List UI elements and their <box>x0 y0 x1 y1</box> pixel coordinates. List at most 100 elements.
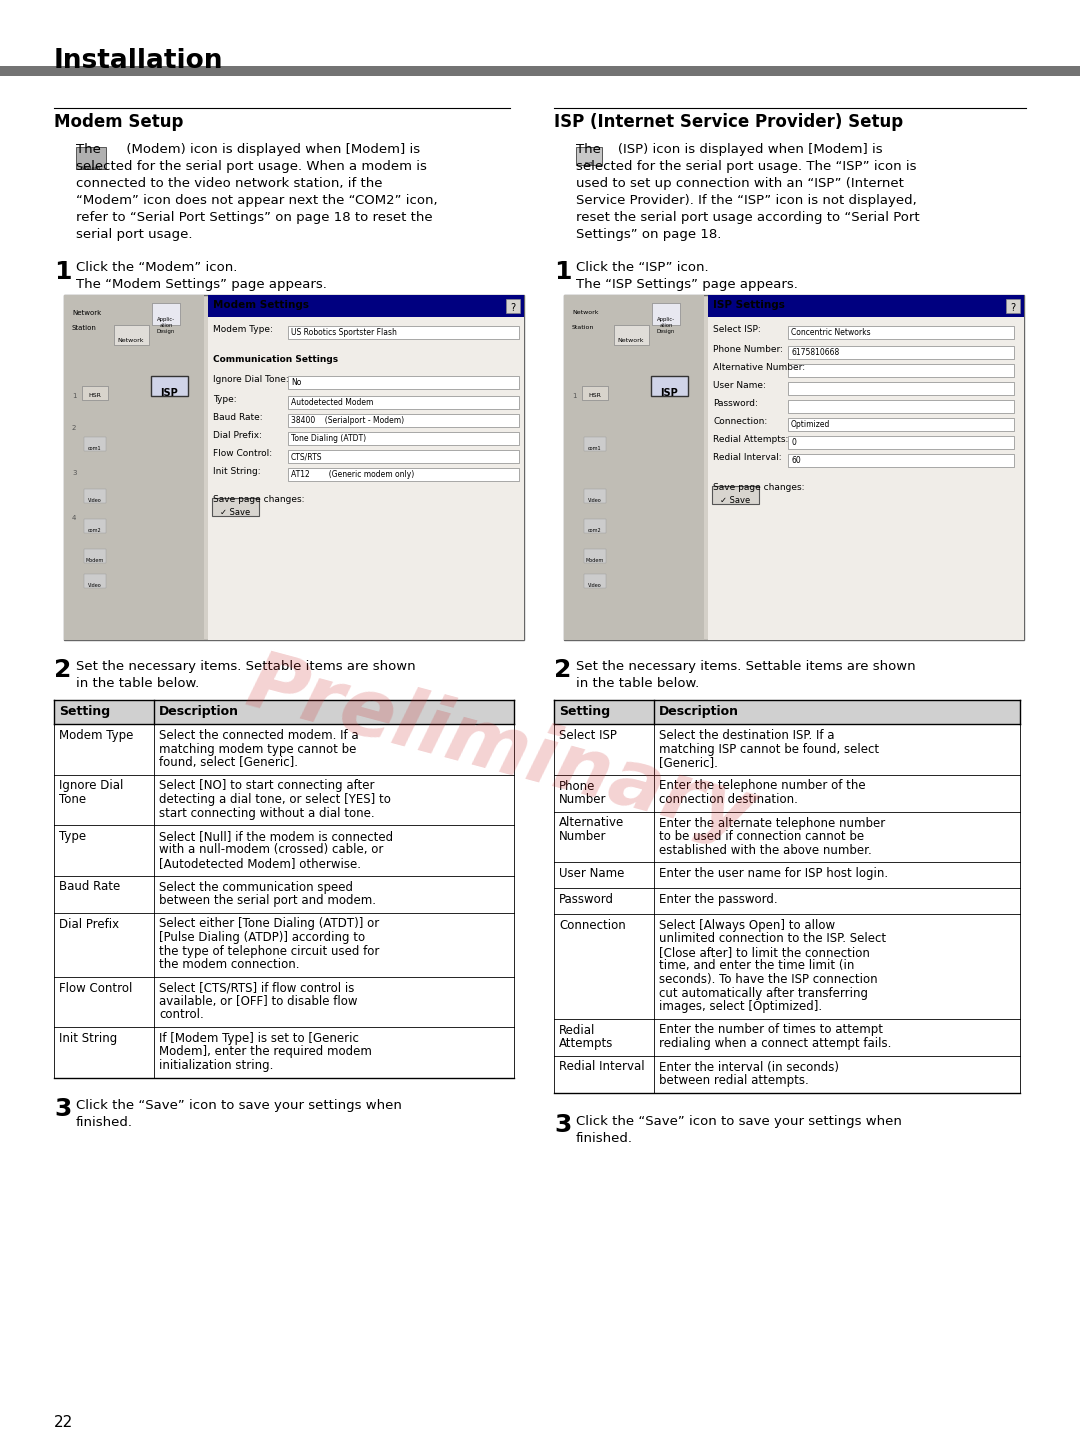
Text: Number: Number <box>559 793 607 806</box>
Text: 60: 60 <box>791 455 800 465</box>
Text: Select [Null] if the modem is connected: Select [Null] if the modem is connected <box>159 830 393 843</box>
Text: ISP: ISP <box>660 388 678 398</box>
FancyBboxPatch shape <box>82 386 108 401</box>
FancyBboxPatch shape <box>288 450 519 463</box>
Text: If [Modem Type] is set to [Generic: If [Modem Type] is set to [Generic <box>159 1032 359 1045</box>
FancyBboxPatch shape <box>54 1027 514 1078</box>
Text: established with the above number.: established with the above number. <box>659 843 872 856</box>
Text: ?: ? <box>511 303 515 313</box>
FancyBboxPatch shape <box>54 876 514 912</box>
Text: cut automatically after transferring: cut automatically after transferring <box>659 987 868 1000</box>
FancyBboxPatch shape <box>584 437 606 451</box>
Text: com1: com1 <box>89 447 102 451</box>
FancyBboxPatch shape <box>54 774 514 826</box>
Text: Password:: Password: <box>713 399 758 408</box>
Text: Flow Control:: Flow Control: <box>213 450 272 458</box>
Text: Connection:: Connection: <box>713 416 767 427</box>
FancyBboxPatch shape <box>788 418 1014 431</box>
FancyBboxPatch shape <box>54 912 514 977</box>
Text: Applic-
ation
Design: Applic- ation Design <box>657 317 675 334</box>
Text: Number: Number <box>559 830 607 843</box>
Text: found, select [Generic].: found, select [Generic]. <box>159 757 298 769</box>
Text: Modem: Modem <box>585 558 604 563</box>
FancyBboxPatch shape <box>584 549 606 563</box>
Text: The    (ISP) icon is displayed when [Modem] is: The (ISP) icon is displayed when [Modem]… <box>576 143 882 156</box>
FancyBboxPatch shape <box>554 1019 1020 1055</box>
Text: selected for the serial port usage. When a modem is: selected for the serial port usage. When… <box>76 160 427 173</box>
Text: the type of telephone circuit used for: the type of telephone circuit used for <box>159 944 379 957</box>
Text: Redial Interval: Redial Interval <box>559 1061 645 1074</box>
FancyBboxPatch shape <box>554 774 1020 811</box>
Text: ISP (Internet Service Provider) Setup: ISP (Internet Service Provider) Setup <box>554 112 903 131</box>
FancyBboxPatch shape <box>582 386 608 401</box>
Text: AT12        (Generic modem only): AT12 (Generic modem only) <box>291 470 415 478</box>
Text: Select the connected modem. If a: Select the connected modem. If a <box>159 729 359 742</box>
FancyBboxPatch shape <box>788 454 1014 467</box>
FancyBboxPatch shape <box>788 401 1014 414</box>
Text: Save page changes:: Save page changes: <box>213 496 305 504</box>
Text: HSR: HSR <box>89 393 102 398</box>
Text: Network: Network <box>618 339 645 343</box>
Text: Station: Station <box>72 326 97 331</box>
Text: Optimized: Optimized <box>791 419 831 429</box>
Text: seconds). To have the ISP connection: seconds). To have the ISP connection <box>659 973 878 986</box>
FancyBboxPatch shape <box>84 488 106 503</box>
Text: Select [NO] to start connecting after: Select [NO] to start connecting after <box>159 780 375 793</box>
FancyBboxPatch shape <box>0 66 1080 76</box>
Text: Preliminary: Preliminary <box>238 644 762 855</box>
Text: 2: 2 <box>72 425 77 431</box>
Text: ISP: ISP <box>584 161 593 167</box>
Text: available, or [OFF] to disable flow: available, or [OFF] to disable flow <box>159 994 357 1009</box>
Text: Modem], enter the required modem: Modem], enter the required modem <box>159 1046 372 1059</box>
Text: Modem: Modem <box>86 558 104 563</box>
FancyBboxPatch shape <box>84 549 106 563</box>
FancyBboxPatch shape <box>288 326 519 339</box>
Text: the modem connection.: the modem connection. <box>159 958 299 971</box>
Text: The      (Modem) icon is displayed when [Modem] is: The (Modem) icon is displayed when [Mode… <box>76 143 420 156</box>
FancyBboxPatch shape <box>788 346 1014 359</box>
Text: Init String: Init String <box>59 1032 118 1045</box>
FancyBboxPatch shape <box>288 414 519 427</box>
Text: Password: Password <box>559 893 615 906</box>
Text: Network: Network <box>572 310 598 316</box>
FancyBboxPatch shape <box>564 295 704 640</box>
Text: Modem: Modem <box>81 166 102 171</box>
Text: Network: Network <box>72 310 102 316</box>
Text: connected to the video network station, if the: connected to the video network station, … <box>76 177 382 190</box>
FancyBboxPatch shape <box>208 317 524 640</box>
Text: Alternative Number:: Alternative Number: <box>713 363 805 372</box>
Text: [Close after] to limit the connection: [Close after] to limit the connection <box>659 945 869 960</box>
Text: Phone Number:: Phone Number: <box>713 344 783 354</box>
Text: initialization string.: initialization string. <box>159 1059 273 1072</box>
FancyBboxPatch shape <box>54 723 514 774</box>
Text: Enter the alternate telephone number: Enter the alternate telephone number <box>659 817 886 830</box>
Text: reset the serial port usage according to “Serial Port: reset the serial port usage according to… <box>576 210 920 223</box>
Text: matching ISP cannot be found, select: matching ISP cannot be found, select <box>659 742 879 755</box>
Text: between the serial port and modem.: between the serial port and modem. <box>159 893 376 906</box>
Text: Connection: Connection <box>559 919 625 932</box>
Text: connection destination.: connection destination. <box>659 793 798 806</box>
Text: Click the “Save” icon to save your settings when: Click the “Save” icon to save your setti… <box>576 1114 902 1127</box>
Text: Tone: Tone <box>59 793 86 806</box>
Text: Description: Description <box>659 705 739 718</box>
Text: Set the necessary items. Settable items are shown: Set the necessary items. Settable items … <box>76 660 416 673</box>
Text: 3: 3 <box>554 1112 571 1137</box>
Text: 6175810668: 6175810668 <box>791 347 839 357</box>
Text: Video: Video <box>89 499 102 503</box>
FancyBboxPatch shape <box>212 499 259 516</box>
FancyBboxPatch shape <box>288 468 519 481</box>
Text: Baud Rate: Baud Rate <box>59 880 120 893</box>
Text: Concentric Networks: Concentric Networks <box>791 329 870 337</box>
Text: Click the “Modem” icon.: Click the “Modem” icon. <box>76 261 238 274</box>
Text: Setting: Setting <box>59 705 110 718</box>
FancyBboxPatch shape <box>584 574 606 588</box>
Text: Save page changes:: Save page changes: <box>713 483 805 491</box>
Text: com2: com2 <box>89 527 102 533</box>
Text: Redial: Redial <box>559 1023 595 1036</box>
FancyBboxPatch shape <box>64 295 524 640</box>
Text: Flow Control: Flow Control <box>59 981 133 994</box>
Text: Alternative: Alternative <box>559 817 624 830</box>
Text: HSR: HSR <box>589 393 602 398</box>
Text: [Pulse Dialing (ATDP)] according to: [Pulse Dialing (ATDP)] according to <box>159 931 365 944</box>
FancyBboxPatch shape <box>788 382 1014 395</box>
